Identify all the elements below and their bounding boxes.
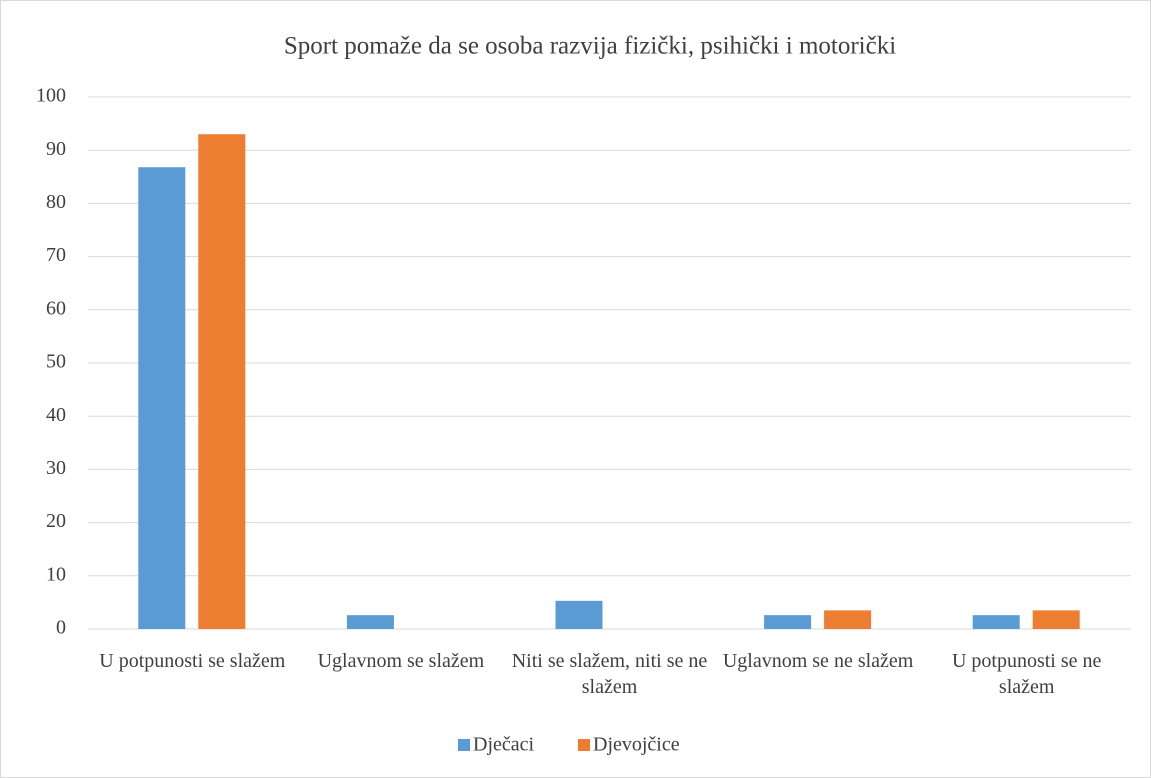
x-tick-label: U potpunosti se ne slažem: [951, 650, 1102, 698]
bar: [198, 134, 246, 630]
x-tick-label: Niti se slažem, niti se ne slažem: [511, 650, 708, 698]
bar: [764, 615, 812, 629]
y-tick-label: 30: [46, 457, 66, 479]
bar: [824, 610, 872, 629]
legend-swatch: [578, 739, 590, 751]
y-tick-label: 70: [46, 244, 66, 266]
y-tick-label: 20: [46, 510, 66, 532]
y-tick-label: 90: [46, 138, 66, 160]
bar: [1032, 610, 1080, 629]
y-tick-label: 100: [36, 85, 66, 107]
y-tick-label: 50: [46, 351, 66, 373]
bar: [138, 167, 186, 629]
y-tick-label: 0: [56, 617, 66, 639]
y-tick-label: 40: [46, 404, 66, 426]
bar: [346, 615, 394, 629]
legend-swatch: [458, 739, 470, 751]
legend-label: Dječaci: [473, 734, 535, 756]
y-tick-label: 60: [46, 297, 66, 319]
bar: [972, 615, 1020, 629]
legend-label: Djevojčice: [593, 734, 680, 756]
x-tick-label: Uglavnom se slažem: [317, 650, 485, 672]
chart-title: Sport pomaže da se osoba razvija fizički…: [284, 33, 896, 60]
y-tick-label: 80: [46, 191, 66, 213]
bar: [555, 600, 603, 629]
y-tick-label: 10: [46, 563, 66, 585]
x-tick-label: Uglavnom se ne slažem: [722, 650, 914, 672]
x-tick-label: U potpunosti se slažem: [99, 650, 286, 672]
